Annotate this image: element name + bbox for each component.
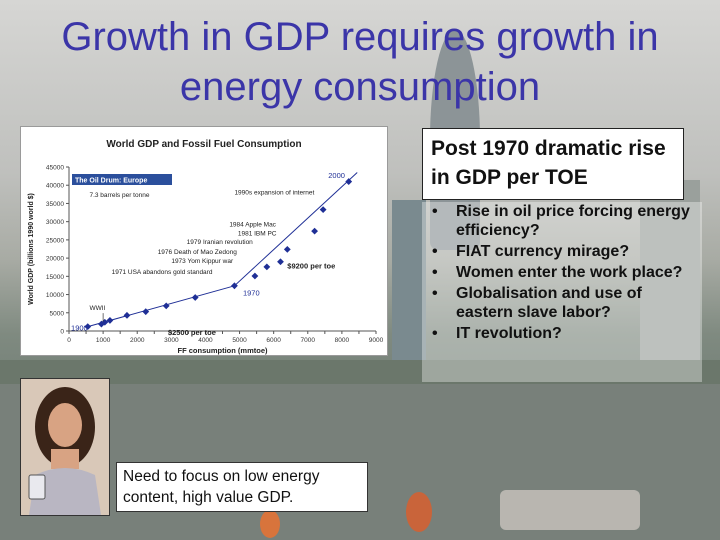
river-buoy-right [406,492,432,532]
y-tick-label: 5000 [50,310,65,317]
year-label: 1970 [243,288,260,297]
background-tower-right [640,180,700,390]
bullet-text: FIAT currency mirage? [456,243,630,260]
chart-annotation: $2500 per toe [168,328,216,337]
x-tick-label: 2000 [130,337,145,344]
background-riverbank [0,360,720,384]
bullet-dot-icon: • [432,325,438,342]
chart-annotation: 7.3 barrels per tonne [89,192,149,199]
x-tick-label: 9000 [369,337,384,344]
x-tick-label: 0 [67,337,71,344]
x-tick-label: 5000 [232,337,247,344]
data-point-marker [123,311,131,319]
chart-annotation: WWII [89,305,105,312]
trend-line-post-1970 [234,172,358,287]
data-point-marker [283,245,291,253]
slide-title: Growth in GDP requires growth in energy … [61,15,659,109]
watermark-text: The Oil Drum: Europe [75,178,147,185]
bullet-dot-icon: • [432,285,438,302]
bullet-text: Women enter the work place? [456,264,683,281]
data-point-marker [191,294,199,301]
chart-annotation: 1984 Apple Mac [229,221,276,228]
y-tick-label: 35000 [46,201,64,208]
y-tick-label: 25000 [46,237,64,244]
y-axis-label: World GDP (billions 1990 world $) [28,193,35,305]
bullet-dot-icon: • [432,243,438,260]
x-tick-label: 7000 [301,337,316,344]
background-tower-left [392,200,426,390]
bullet-item: • IT revolution? [422,324,702,343]
data-point-marker [263,263,271,271]
year-label: 1900 [71,323,88,332]
chart-annotation: 1971 USA abandons gold standard [112,269,213,276]
note-box: Need to focus on low energy content, hig… [116,462,368,512]
bullet-dot-icon: • [432,203,438,220]
y-tick-label: 20000 [46,256,64,263]
y-tick-label: 45000 [46,165,64,172]
data-point-marker [251,272,259,280]
data-point-marker [84,323,92,331]
data-point-marker [311,227,318,235]
chart-annotation: 1973 Yom Kippur war [171,258,234,265]
data-point-marker [277,258,284,266]
bullet-item: • Globalisation and use of eastern slave … [422,284,702,322]
data-point-marker [162,302,170,310]
chart-title: World GDP and Fossil Fuel Consumption [106,139,301,150]
gdp-energy-chart: World GDP and Fossil Fuel Consumption Th… [20,126,388,356]
river-buoy-left [260,510,280,538]
y-tick-label: 40000 [46,183,64,190]
chart-annotation: 1990s expansion of internet [234,190,314,197]
data-point-marker [319,206,327,214]
x-tick-label: 3000 [164,337,179,344]
bullet-dot-icon: • [432,264,438,281]
chart-svg: World GDP and Fossil Fuel Consumption Th… [28,139,384,355]
y-tick-label: 30000 [46,219,64,226]
person-photo-illustration [21,379,109,515]
chart-annotation: 1981 IBM PC [238,231,277,238]
x-axis-label: FF consumption (mmtoe) [178,346,268,355]
river-boat [500,490,640,530]
x-tick-label: 8000 [335,337,350,344]
bullet-item: • FIAT currency mirage? [422,242,702,261]
bullet-text: Globalisation and use of eastern slave l… [456,285,642,321]
person-photo [20,378,110,516]
x-tick-label: 4000 [198,337,213,344]
chart-annotation: 1976 Death of Mao Zedong [158,249,238,256]
chart-annotation: 1979 Iranian revolution [187,239,254,246]
data-point-marker [231,282,238,290]
data-point-marker [142,308,150,316]
bullet-text: Rise in oil price forcing energy efficie… [456,203,690,239]
bullet-item: • Rise in oil price forcing energy effici… [422,202,702,240]
data-point-marker [98,320,105,328]
bullet-item: • Women enter the work place? [422,263,702,282]
x-tick-label: 6000 [266,337,281,344]
callout-box: Post 1970 dramatic rise in GDP per TOE [422,128,684,200]
y-tick-label: 10000 [46,292,64,299]
bullet-text: IT revolution? [456,325,562,342]
watermark-badge [72,174,172,185]
year-label: 2000 [328,171,345,180]
data-point-marker [106,317,114,324]
y-tick-label: 15000 [46,274,64,281]
y-tick-label: 0 [60,329,64,336]
chart-annotation: $9200 per toe [287,261,335,270]
data-point-marker [345,178,353,185]
bullet-list: • Rise in oil price forcing energy effici… [422,202,702,382]
x-tick-label: 1000 [96,337,111,344]
